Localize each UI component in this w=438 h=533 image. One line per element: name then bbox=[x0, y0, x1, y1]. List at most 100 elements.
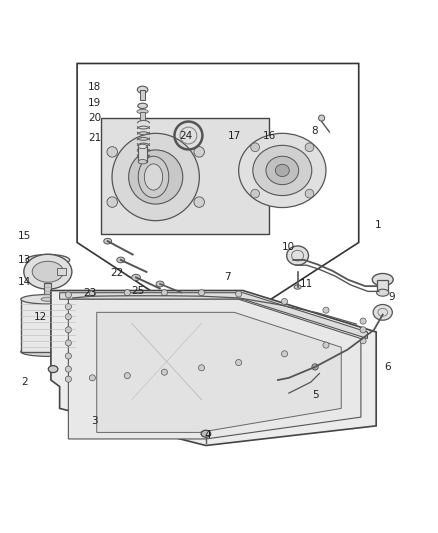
Circle shape bbox=[198, 365, 205, 371]
Text: 1: 1 bbox=[375, 220, 381, 230]
Circle shape bbox=[65, 327, 71, 333]
Ellipse shape bbox=[156, 281, 164, 287]
Ellipse shape bbox=[24, 254, 72, 289]
Text: 20: 20 bbox=[88, 113, 101, 123]
Text: 14: 14 bbox=[18, 277, 32, 287]
Ellipse shape bbox=[372, 273, 393, 286]
Circle shape bbox=[236, 291, 242, 297]
Bar bbox=[141, 111, 145, 120]
Ellipse shape bbox=[145, 164, 162, 190]
Ellipse shape bbox=[138, 86, 148, 93]
Circle shape bbox=[65, 304, 71, 310]
Ellipse shape bbox=[137, 109, 148, 114]
Text: 23: 23 bbox=[84, 288, 97, 298]
Circle shape bbox=[282, 351, 288, 357]
Ellipse shape bbox=[117, 257, 125, 263]
Circle shape bbox=[129, 150, 183, 204]
Circle shape bbox=[65, 353, 71, 359]
Ellipse shape bbox=[294, 285, 301, 289]
Text: 16: 16 bbox=[263, 131, 276, 141]
Ellipse shape bbox=[33, 257, 63, 263]
Circle shape bbox=[112, 133, 199, 221]
Polygon shape bbox=[51, 290, 376, 446]
Ellipse shape bbox=[43, 297, 53, 302]
Circle shape bbox=[124, 373, 131, 379]
Circle shape bbox=[65, 376, 71, 382]
Circle shape bbox=[124, 289, 131, 296]
Ellipse shape bbox=[21, 347, 75, 357]
Ellipse shape bbox=[266, 156, 299, 184]
Circle shape bbox=[65, 340, 71, 346]
Circle shape bbox=[89, 290, 95, 297]
Circle shape bbox=[360, 327, 366, 333]
Circle shape bbox=[323, 307, 329, 313]
Ellipse shape bbox=[138, 144, 147, 149]
Circle shape bbox=[145, 166, 166, 188]
Bar bbox=[138, 147, 147, 161]
Circle shape bbox=[360, 318, 366, 324]
Ellipse shape bbox=[32, 261, 64, 282]
Text: 7: 7 bbox=[224, 272, 231, 282]
Circle shape bbox=[251, 143, 259, 152]
Circle shape bbox=[89, 375, 95, 381]
Text: 21: 21 bbox=[88, 133, 101, 143]
Bar bbox=[378, 280, 388, 293]
Text: 19: 19 bbox=[88, 98, 101, 108]
Text: 9: 9 bbox=[388, 292, 395, 302]
Text: 25: 25 bbox=[131, 286, 145, 295]
Circle shape bbox=[198, 289, 205, 296]
Text: 22: 22 bbox=[110, 268, 123, 278]
Ellipse shape bbox=[276, 164, 289, 176]
Ellipse shape bbox=[26, 254, 70, 265]
Text: 18: 18 bbox=[88, 83, 101, 93]
Polygon shape bbox=[97, 312, 341, 432]
Text: 10: 10 bbox=[283, 242, 295, 252]
Ellipse shape bbox=[138, 159, 147, 164]
Ellipse shape bbox=[104, 238, 112, 244]
Circle shape bbox=[305, 143, 314, 152]
Text: 12: 12 bbox=[33, 312, 46, 322]
Circle shape bbox=[282, 298, 288, 304]
Circle shape bbox=[65, 313, 71, 320]
Ellipse shape bbox=[373, 304, 392, 320]
Text: 2: 2 bbox=[21, 377, 28, 387]
Circle shape bbox=[194, 197, 205, 207]
Ellipse shape bbox=[132, 274, 141, 280]
Ellipse shape bbox=[138, 156, 169, 198]
Text: 13: 13 bbox=[18, 255, 32, 265]
Circle shape bbox=[236, 359, 242, 366]
Ellipse shape bbox=[239, 133, 326, 207]
Text: 8: 8 bbox=[312, 126, 318, 136]
Circle shape bbox=[251, 189, 259, 198]
Circle shape bbox=[194, 147, 205, 157]
Circle shape bbox=[107, 147, 117, 157]
Bar bbox=[57, 268, 66, 275]
Circle shape bbox=[65, 292, 71, 298]
Text: 4: 4 bbox=[205, 430, 212, 440]
Text: 11: 11 bbox=[300, 279, 313, 289]
Text: 15: 15 bbox=[18, 231, 32, 241]
Text: 5: 5 bbox=[312, 390, 318, 400]
Text: 6: 6 bbox=[384, 362, 390, 372]
Text: 24: 24 bbox=[180, 131, 193, 141]
Ellipse shape bbox=[287, 246, 308, 265]
Ellipse shape bbox=[253, 146, 312, 196]
Bar bbox=[101, 118, 269, 234]
Circle shape bbox=[305, 189, 314, 198]
Circle shape bbox=[323, 342, 329, 348]
Text: 17: 17 bbox=[228, 131, 241, 141]
Ellipse shape bbox=[377, 289, 389, 296]
Ellipse shape bbox=[318, 115, 325, 121]
Circle shape bbox=[360, 338, 366, 344]
Polygon shape bbox=[60, 293, 367, 338]
Bar bbox=[44, 283, 51, 300]
Ellipse shape bbox=[41, 297, 55, 301]
Circle shape bbox=[107, 197, 117, 207]
Ellipse shape bbox=[48, 366, 58, 373]
Bar bbox=[140, 90, 145, 100]
Polygon shape bbox=[68, 299, 361, 439]
Ellipse shape bbox=[138, 103, 148, 108]
Text: 3: 3 bbox=[91, 416, 98, 426]
Ellipse shape bbox=[201, 430, 211, 437]
Circle shape bbox=[161, 289, 167, 296]
